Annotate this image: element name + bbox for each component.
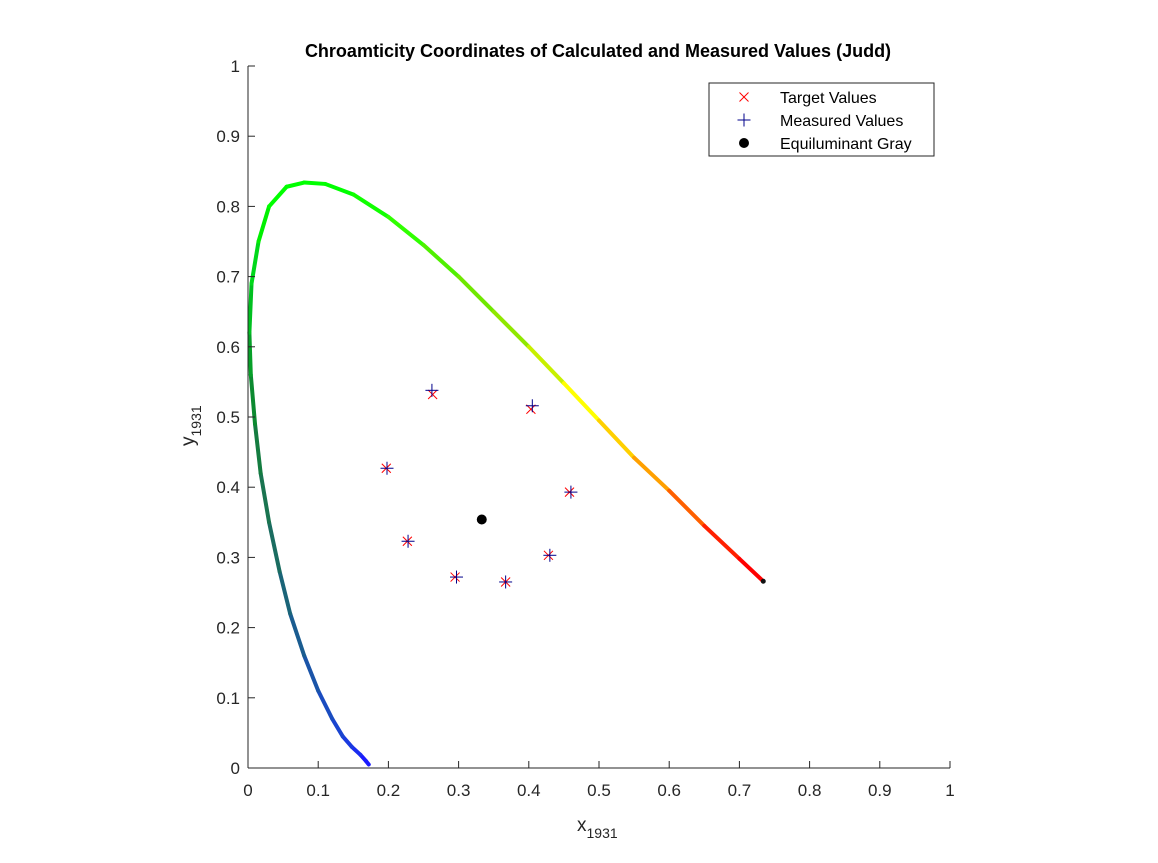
- spectral-locus-segment: [258, 471, 272, 525]
- target-value-marker: [739, 92, 749, 102]
- spectral-locus-segment: [284, 180, 307, 189]
- measured-value-marker: [564, 485, 578, 499]
- legend: Target Values Measured Values Equiluminant…: [708, 82, 935, 157]
- spectral-locus-segment: [351, 192, 391, 219]
- x-tick-label: 0.2: [377, 781, 401, 800]
- spectral-locus-segment: [491, 309, 531, 349]
- spectral-locus-segment: [421, 243, 461, 279]
- chart-title: Chroamticity Coordinates of Calculated a…: [305, 41, 891, 61]
- spectral-locus-segment: [288, 611, 307, 658]
- y-tick-label: 0.9: [216, 127, 240, 146]
- spectral-locus-segment: [253, 422, 263, 476]
- y-tick-label: 0.7: [216, 268, 240, 287]
- spectral-locus-segment: [330, 716, 345, 739]
- axes: 0 0.1 0.2 0.3 0.4 0.5 0.6 0.7 0.8 0.9 1 0 0.1 0.2 0.3 0…: [216, 57, 954, 800]
- measured-value-marker: [525, 399, 539, 413]
- x-axis-label-main: x: [577, 815, 587, 836]
- spectral-locus-segment: [267, 184, 289, 209]
- spectral-locus-segment: [702, 523, 742, 561]
- x-tick-label: 0.4: [517, 781, 541, 800]
- y-tick-label: 1: [231, 57, 240, 76]
- y-tick-label: 0.2: [216, 619, 240, 638]
- plot-area: [248, 66, 950, 768]
- plot-background: [248, 66, 950, 768]
- spectral-locus-segment: [737, 556, 766, 584]
- measured-value-marker: [543, 548, 557, 562]
- data-points: [380, 383, 578, 589]
- y-tick-label: 0.4: [216, 478, 240, 497]
- measured-value-marker: [737, 113, 751, 127]
- x-tick-label: 0.5: [587, 781, 611, 800]
- y-tick-label: 0.3: [216, 548, 240, 567]
- y-tick-label: 0: [231, 759, 240, 778]
- equiluminant-gray-marker: [476, 514, 487, 525]
- x-tick-label: 0.9: [868, 781, 892, 800]
- legend-item: Equiluminant Gray: [739, 136, 912, 153]
- spectral-locus-segment: [561, 381, 601, 423]
- y-axis-label-main: y: [178, 436, 199, 446]
- spectral-locus-segment: [247, 330, 253, 377]
- spectral-locus-segment: [256, 204, 272, 244]
- x-tick-label: 0.3: [447, 781, 471, 800]
- legend-label: Target Values: [780, 90, 877, 107]
- x-tick-label: 1: [945, 781, 954, 800]
- y-tick-label: 0.5: [216, 408, 240, 427]
- spectral-locus-segment: [526, 344, 566, 386]
- spectral-locus-end: [760, 578, 766, 584]
- spectral-locus-segment: [316, 688, 335, 721]
- spectral-locus-segment: [323, 181, 356, 197]
- spectral-locus-segment: [340, 734, 354, 749]
- x-tick-label: 0.6: [657, 781, 681, 800]
- measured-value-marker: [449, 570, 463, 584]
- spectral-locus: [247, 180, 766, 767]
- measured-value-marker: [499, 575, 513, 589]
- spectral-locus-segment: [667, 488, 707, 528]
- x-tick-label: 0.1: [306, 781, 330, 800]
- target-value-marker: [526, 404, 536, 415]
- spectral-locus-segment: [277, 569, 293, 616]
- spectral-locus-segment: [386, 214, 426, 248]
- spectral-locus-segment: [302, 653, 321, 693]
- y-axis-label-subscript: 1931: [188, 405, 204, 436]
- spectral-locus-segment: [632, 455, 672, 493]
- y-tick-label: 0.1: [216, 689, 240, 708]
- x-tick-label: 0: [243, 781, 252, 800]
- y-axis-label: y1931: [178, 405, 204, 446]
- x-axis-label-subscript: 1931: [587, 825, 618, 841]
- legend-item: Target Values: [739, 90, 877, 107]
- legend-label: Measured Values: [780, 113, 903, 130]
- y-tick-label: 0.6: [216, 338, 240, 357]
- legend-item: Measured Values: [737, 113, 903, 130]
- spectral-locus-segment: [267, 520, 282, 574]
- target-value-marker: [427, 389, 438, 400]
- measured-value-marker: [425, 383, 439, 397]
- x-tick-label: 0.7: [728, 781, 752, 800]
- spectral-locus-segment: [456, 274, 496, 314]
- y-tick-label: 0.8: [216, 197, 240, 216]
- measured-value-marker: [401, 534, 415, 548]
- spectral-locus-segment: [247, 281, 254, 335]
- spectral-locus-segment: [597, 418, 637, 460]
- measured-value-marker: [380, 461, 394, 475]
- legend-label: Equiluminant Gray: [780, 136, 912, 153]
- spectral-locus-segment: [248, 372, 258, 427]
- equiluminant-gray-marker: [739, 138, 749, 148]
- spectral-locus-segment: [302, 180, 328, 186]
- x-axis-label: x1931: [577, 815, 618, 841]
- x-tick-label: 0.8: [798, 781, 822, 800]
